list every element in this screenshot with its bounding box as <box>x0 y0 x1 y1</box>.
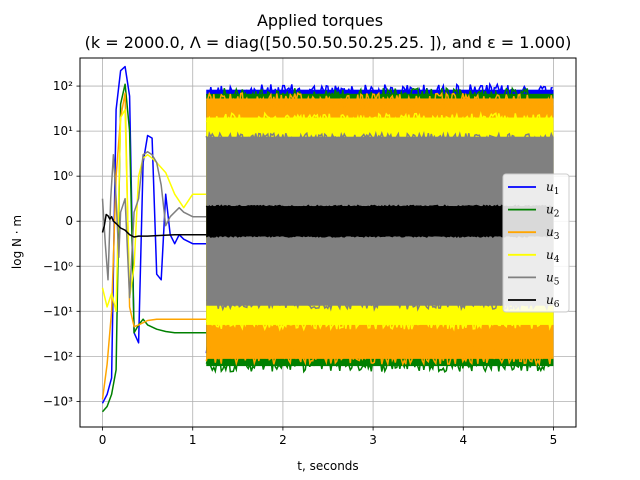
x-tick-label: 0 <box>99 433 107 447</box>
y-tick-label: −10¹ <box>43 304 73 318</box>
series-u6 <box>101 204 554 239</box>
x-tick-label: 4 <box>459 433 467 447</box>
y-tick-label: 10² <box>53 79 73 93</box>
x-axis-label: t, seconds <box>297 459 358 473</box>
y-tick-label: 0 <box>65 214 73 228</box>
series-u6-oscillation-band <box>206 206 554 237</box>
series-u6-upper-envelope <box>205 204 553 209</box>
chart-title: Applied torques <box>257 11 383 30</box>
legend: u1 u2 u3 u4 u5 u6 <box>502 173 570 313</box>
y-tick-label: −10² <box>43 349 73 363</box>
ticks: 0 1 2 3 4 5 10² 10¹ 10⁰ 0 −10⁰ −10¹ −10² −10³ <box>43 79 557 447</box>
series-u5-transient-line <box>101 150 207 299</box>
y-axis-label: log N · m <box>10 215 24 269</box>
chart-subtitle: (k = 2000.0, Λ = diag([50.50.50.50.25.25… <box>85 33 572 52</box>
y-tick-label: −10³ <box>43 394 73 408</box>
series-u1-upper-envelope <box>206 81 553 103</box>
series-u4-lower-envelope <box>205 313 554 332</box>
series-u6-lower-envelope <box>205 234 553 239</box>
axes-frame <box>79 57 577 428</box>
series-u3-transient-line <box>101 92 207 400</box>
y-tick-label: 10¹ <box>53 124 73 138</box>
series-u3-lower-envelope <box>205 345 554 367</box>
x-tick-label: 1 <box>189 433 197 447</box>
series-u4-upper-envelope <box>205 111 554 129</box>
legend-label-u4: u4 <box>546 248 560 265</box>
legend-label-u2: u2 <box>546 203 559 220</box>
series-u5-upper-envelope <box>205 130 554 147</box>
series-u5-lower-envelope <box>206 295 553 312</box>
plot-area <box>101 65 554 413</box>
legend-label-u3: u3 <box>546 225 560 242</box>
y-tick-label: −10⁰ <box>43 259 73 273</box>
series-u6-transient-line <box>101 213 207 238</box>
legend-label-u5: u5 <box>546 270 560 287</box>
x-tick-label: 5 <box>550 433 558 447</box>
legend-label-u6: u6 <box>546 293 560 310</box>
series-u3-upper-envelope <box>206 91 554 112</box>
legend-label-u1: u1 <box>546 180 559 197</box>
x-tick-label: 3 <box>369 433 377 447</box>
y-tick-label: 10⁰ <box>53 169 73 183</box>
series-u1-transient-line <box>101 65 207 404</box>
x-tick-label: 2 <box>279 433 287 447</box>
